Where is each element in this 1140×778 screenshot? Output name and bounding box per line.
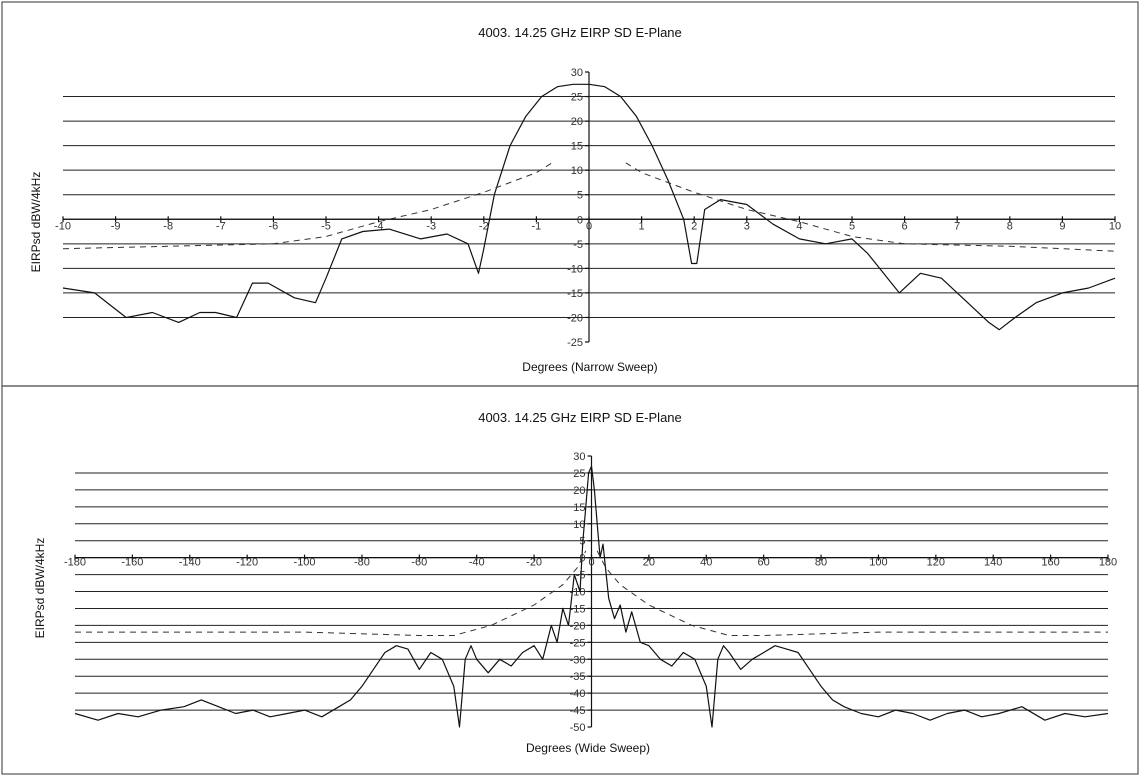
wide-y-tick-label: -20: [570, 620, 586, 632]
narrow-chart-xlabel: Degrees (Narrow Sweep): [522, 360, 657, 374]
wide-x-tick-label: 80: [815, 557, 827, 569]
wide-chart-xlabel: Degrees (Wide Sweep): [526, 741, 650, 755]
narrow-x-tick-label: -4: [374, 220, 384, 232]
wide-y-tick-label: -35: [570, 671, 586, 683]
wide-chart-ylabel: EIRPsd dBW/4kHz: [33, 538, 47, 639]
wide-x-tick-label: -100: [294, 557, 316, 569]
narrow-x-tick-label: -5: [321, 220, 331, 232]
wide-x-tick-label: 40: [700, 557, 712, 569]
narrow-y-tick-label: 5: [577, 190, 583, 202]
narrow-x-tick-label: -8: [163, 220, 173, 232]
wide-x-tick-label: -140: [179, 557, 201, 569]
wide-y-tick-label: -25: [570, 637, 586, 649]
narrow-y-tick-label: -10: [567, 263, 583, 275]
wide-y-tick-label: -50: [570, 722, 586, 734]
narrow-x-tick-label: 0: [586, 220, 592, 232]
wide-y-tick-label: 25: [573, 468, 585, 480]
narrow-x-tick-label: 8: [1007, 220, 1013, 232]
narrow-x-tick-label: -10: [55, 220, 71, 232]
wide-x-tick-label: -60: [411, 557, 427, 569]
narrow-y-tick-label: -25: [567, 337, 583, 349]
wide-chart-title: 4003. 14.25 GHz EIRP SD E-Plane: [478, 410, 682, 425]
wide-x-tick-label: 140: [984, 557, 1002, 569]
narrow-y-tick-label: 10: [571, 165, 583, 177]
narrow-y-tick-label: -5: [573, 239, 583, 251]
wide-y-tick-label: -45: [570, 705, 586, 717]
wide-mask-line: [596, 550, 1108, 636]
wide-y-tick-label: -10: [570, 587, 586, 599]
narrow-y-tick-label: -15: [567, 288, 583, 300]
narrow-x-tick-label: -7: [216, 220, 226, 232]
narrow-chart-title: 4003. 14.25 GHz EIRP SD E-Plane: [478, 25, 682, 40]
wide-x-tick-label: -80: [354, 557, 370, 569]
narrow-x-tick-label: 9: [1059, 220, 1065, 232]
narrow-x-tick-label: -2: [479, 220, 489, 232]
wide-y-tick-label: 10: [573, 519, 585, 531]
narrow-y-tick-label: 15: [571, 141, 583, 153]
wide-x-tick-label: 180: [1099, 557, 1117, 569]
narrow-y-tick-label: 0: [577, 214, 583, 226]
narrow-sweep-chart-frame: [1, 1, 1139, 387]
narrow-x-tick-label: -6: [269, 220, 279, 232]
wide-x-tick-label: -40: [469, 557, 485, 569]
wide-measured-pattern-line: [74, 465, 1109, 728]
wide-y-tick-label: 15: [573, 502, 585, 514]
wide-y-tick-label: -15: [570, 603, 586, 615]
wide-sweep-chart-frame: [1, 385, 1139, 775]
narrow-x-tick-label: 2: [691, 220, 697, 232]
wide-y-tick-label: -40: [570, 688, 586, 700]
wide-x-tick-label: -120: [236, 557, 258, 569]
narrow-x-tick-label: 10: [1109, 220, 1121, 232]
narrow-mask-line: [62, 162, 553, 250]
narrow-measured-pattern-line: [62, 83, 1116, 331]
narrow-y-tick-label: 30: [571, 67, 583, 79]
narrow-x-tick-label: 5: [849, 220, 855, 232]
narrow-x-tick-label: 6: [902, 220, 908, 232]
narrow-x-tick-label: -1: [532, 220, 542, 232]
wide-y-tick-label: 20: [573, 485, 585, 497]
narrow-x-tick-label: -3: [426, 220, 436, 232]
wide-x-tick-label: 20: [643, 557, 655, 569]
wide-x-tick-label: -180: [64, 557, 86, 569]
wide-x-tick-label: 100: [869, 557, 887, 569]
wide-sweep-plot: 302520151050-5-10-15-20-25-30-35-40-45-5…: [64, 451, 1117, 734]
narrow-mask-line: [625, 162, 1116, 252]
wide-x-tick-label: -160: [121, 557, 143, 569]
wide-y-tick-label: -30: [570, 654, 586, 666]
narrow-y-tick-label: -20: [567, 312, 583, 324]
narrow-x-tick-label: -9: [111, 220, 121, 232]
wide-x-tick-label: 0: [588, 557, 594, 569]
narrow-chart-ylabel: EIRPsd dBW/4kHz: [29, 172, 43, 273]
narrow-x-tick-label: 4: [796, 220, 802, 232]
narrow-x-tick-label: 7: [954, 220, 960, 232]
wide-x-tick-label: 120: [927, 557, 945, 569]
wide-x-tick-label: 60: [758, 557, 770, 569]
narrow-x-tick-label: 1: [639, 220, 645, 232]
wide-mask-line: [75, 550, 587, 636]
wide-x-tick-label: -20: [526, 557, 542, 569]
wide-y-tick-label: 30: [573, 451, 585, 463]
wide-x-tick-label: 160: [1041, 557, 1059, 569]
narrow-x-tick-label: 3: [744, 220, 750, 232]
narrow-y-tick-label: 20: [571, 116, 583, 128]
narrow-y-tick-label: 25: [571, 92, 583, 104]
